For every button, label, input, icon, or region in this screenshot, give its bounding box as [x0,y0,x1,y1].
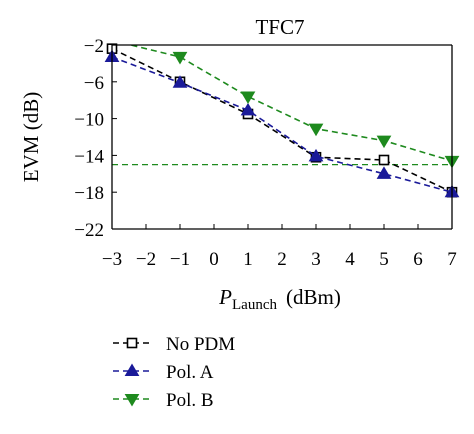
x-tick-label-0: −3 [102,249,122,270]
x-tick-label-7: 4 [345,249,355,270]
x-axis-label-unit: (dBm) [286,285,341,309]
data-point-pol-a-4 [376,166,392,179]
chart-title: TFC7 [255,15,304,39]
data-point-pol-b-3 [308,123,324,137]
data-point-pol-b-1 [172,51,188,65]
legend-marker-pol-a [124,363,140,377]
data-point-pol-a-1 [172,75,188,88]
data-point-no-pdm-4 [378,154,390,166]
y-tick-label-1: −6 [84,73,104,94]
x-tick-label-2: −1 [170,249,190,270]
x-tick-label-8: 5 [379,249,389,270]
data-point-pol-a-3 [308,148,324,162]
y-axis-label: EVM (dB) [19,92,43,182]
x-tick-label-6: 3 [311,249,321,270]
x-tick-label-3: 0 [209,249,219,270]
legend-marker-pol-b [124,393,140,407]
data-point-pol-a-2 [240,102,256,116]
x-tick-label-9: 6 [413,249,423,270]
data-point-pol-b-2 [240,91,256,105]
y-tick-label-5: −22 [74,220,104,241]
plot-layer: −2−6−10−14−18−22−3 −2 −1 0 1 2 3 4 5 6 7 [74,36,460,270]
y-tick-label-4: −18 [74,183,104,204]
series-line-pol-b [127,45,452,162]
x-tick-label-5: 2 [277,249,287,270]
legend-marker-no-pdm [126,337,138,349]
x-tick-label-4: 1 [243,249,253,270]
x-tick-label-1: −2 [136,249,156,270]
x-tick-label-10: 7 [447,249,457,270]
series-line-no-pdm [112,47,452,193]
legend-label-pol-a: Pol. A [166,362,214,383]
legend: No PDM Pol. A Pol. B [113,334,235,411]
y-tick-label-3: −14 [74,146,104,167]
legend-label-no-pdm: No PDM [166,334,235,355]
legend-label-pol-b: Pol. B [166,390,214,411]
y-tick-label-2: −10 [74,110,104,131]
series-line-pol-a [112,56,452,193]
x-axis-label-main: P [218,285,232,309]
data-point-pol-b-4 [376,135,392,149]
y-tick-label-0: −2 [84,36,104,57]
x-axis-label: PLaunch (dBm) [218,285,341,313]
x-axis-label-sub: Launch [232,297,277,313]
